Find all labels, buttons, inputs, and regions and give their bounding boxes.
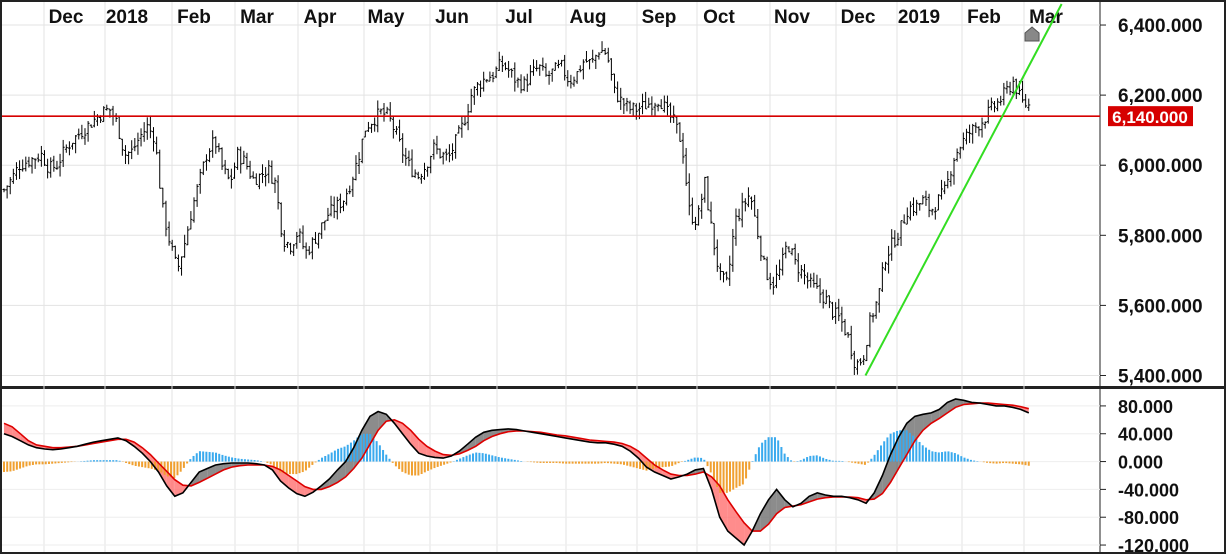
horizontal-line-label-box [1108,106,1193,127]
x-tick-label: Sep [642,7,677,28]
macd-fill-above [776,489,785,514]
x-tick-label: 2018 [106,7,148,28]
macd-fill-above [215,463,224,475]
trend-line [864,3,1063,376]
macd-fill-above [882,454,891,494]
macd-fill-above [923,412,932,431]
macd-fill-above [223,462,232,470]
osc-tick-label: 0.000 [1118,453,1163,473]
macd-fill-above [955,398,964,408]
macd-fill-below [435,451,444,459]
price-tick-label: 6,200.000 [1118,86,1203,107]
x-tick-label: Oct [703,7,735,28]
price-tick-label: 6,400.000 [1118,16,1203,37]
x-tick-label: Dec [841,7,876,28]
x-tick-label: Nov [774,7,810,28]
overlays: 6,140.000 [2,3,1193,376]
macd-line [3,398,1030,547]
macd-fill-below [142,447,151,462]
macd-fill-above [329,469,338,487]
oscillator-panel-frame [0,387,1226,554]
macd-fill-below [630,446,639,459]
macd-fill-above [947,398,956,413]
x-tick-label: Apr [304,7,337,28]
macd-fill-above [760,499,769,532]
macd-fill-above [491,429,501,437]
x-tick-label: Jul [505,7,532,28]
macd-fill-below [426,446,436,458]
x-tick-label: Mar [1029,7,1063,28]
price-tick-label: 5,400.000 [1118,366,1203,387]
macd-fill-above [914,414,924,441]
osc-tick-label: 80.000 [1118,397,1173,417]
triangle-up-icon [1024,26,1040,42]
macd-oscillator [3,398,1030,547]
macd-fill-below [662,469,671,479]
x-axis-labels: Dec 2018 Feb Mar Apr May Jun Jul Aug Sep Oct Nov Dec… [49,7,1064,28]
y-axis-labels: 5,400.000 5,600.000 5,800.000 6,000.000 6,20… [1118,16,1203,556]
macd-fill-below [20,433,29,445]
x-tick-label: Aug [570,7,607,28]
x-tick-label: Mar [240,7,274,28]
x-tick-label: 2019 [898,7,940,28]
horizontal-line-label: 6,140.000 [1112,108,1188,127]
x-tick-label: Feb [177,7,211,28]
x-tick-label: May [368,7,405,28]
macd-fill-below [744,522,753,546]
macd-fill-above [939,402,948,419]
macd-fill-above [475,432,484,447]
price-tick-label: 6,000.000 [1118,156,1203,177]
macd-fill-below [418,439,427,456]
macd-fill-above [378,411,387,431]
macd-signal-line [3,402,1029,532]
macd-fill-above [483,430,492,441]
osc-tick-label: -80.000 [1118,508,1179,528]
x-tick-label: Jun [435,7,469,28]
macd-fill-below [296,481,305,497]
price-tick-label: 5,800.000 [1118,226,1203,247]
macd-fill-above [337,461,346,483]
x-tick-label: Dec [49,7,84,28]
x-tick-label: Feb [967,7,1001,28]
macd-fill-below [410,430,419,454]
price-panel-frame [0,0,1226,388]
candles [2,41,1031,376]
osc-tick-label: -40.000 [1118,480,1179,500]
macd-fill-below [402,423,411,445]
price-tick-label: 5,600.000 [1118,296,1203,317]
macd-fill-below [638,451,647,468]
osc-tick-label: -120.000 [1118,536,1189,554]
macd-fill-above [369,411,379,445]
osc-tick-label: 40.000 [1118,425,1173,445]
